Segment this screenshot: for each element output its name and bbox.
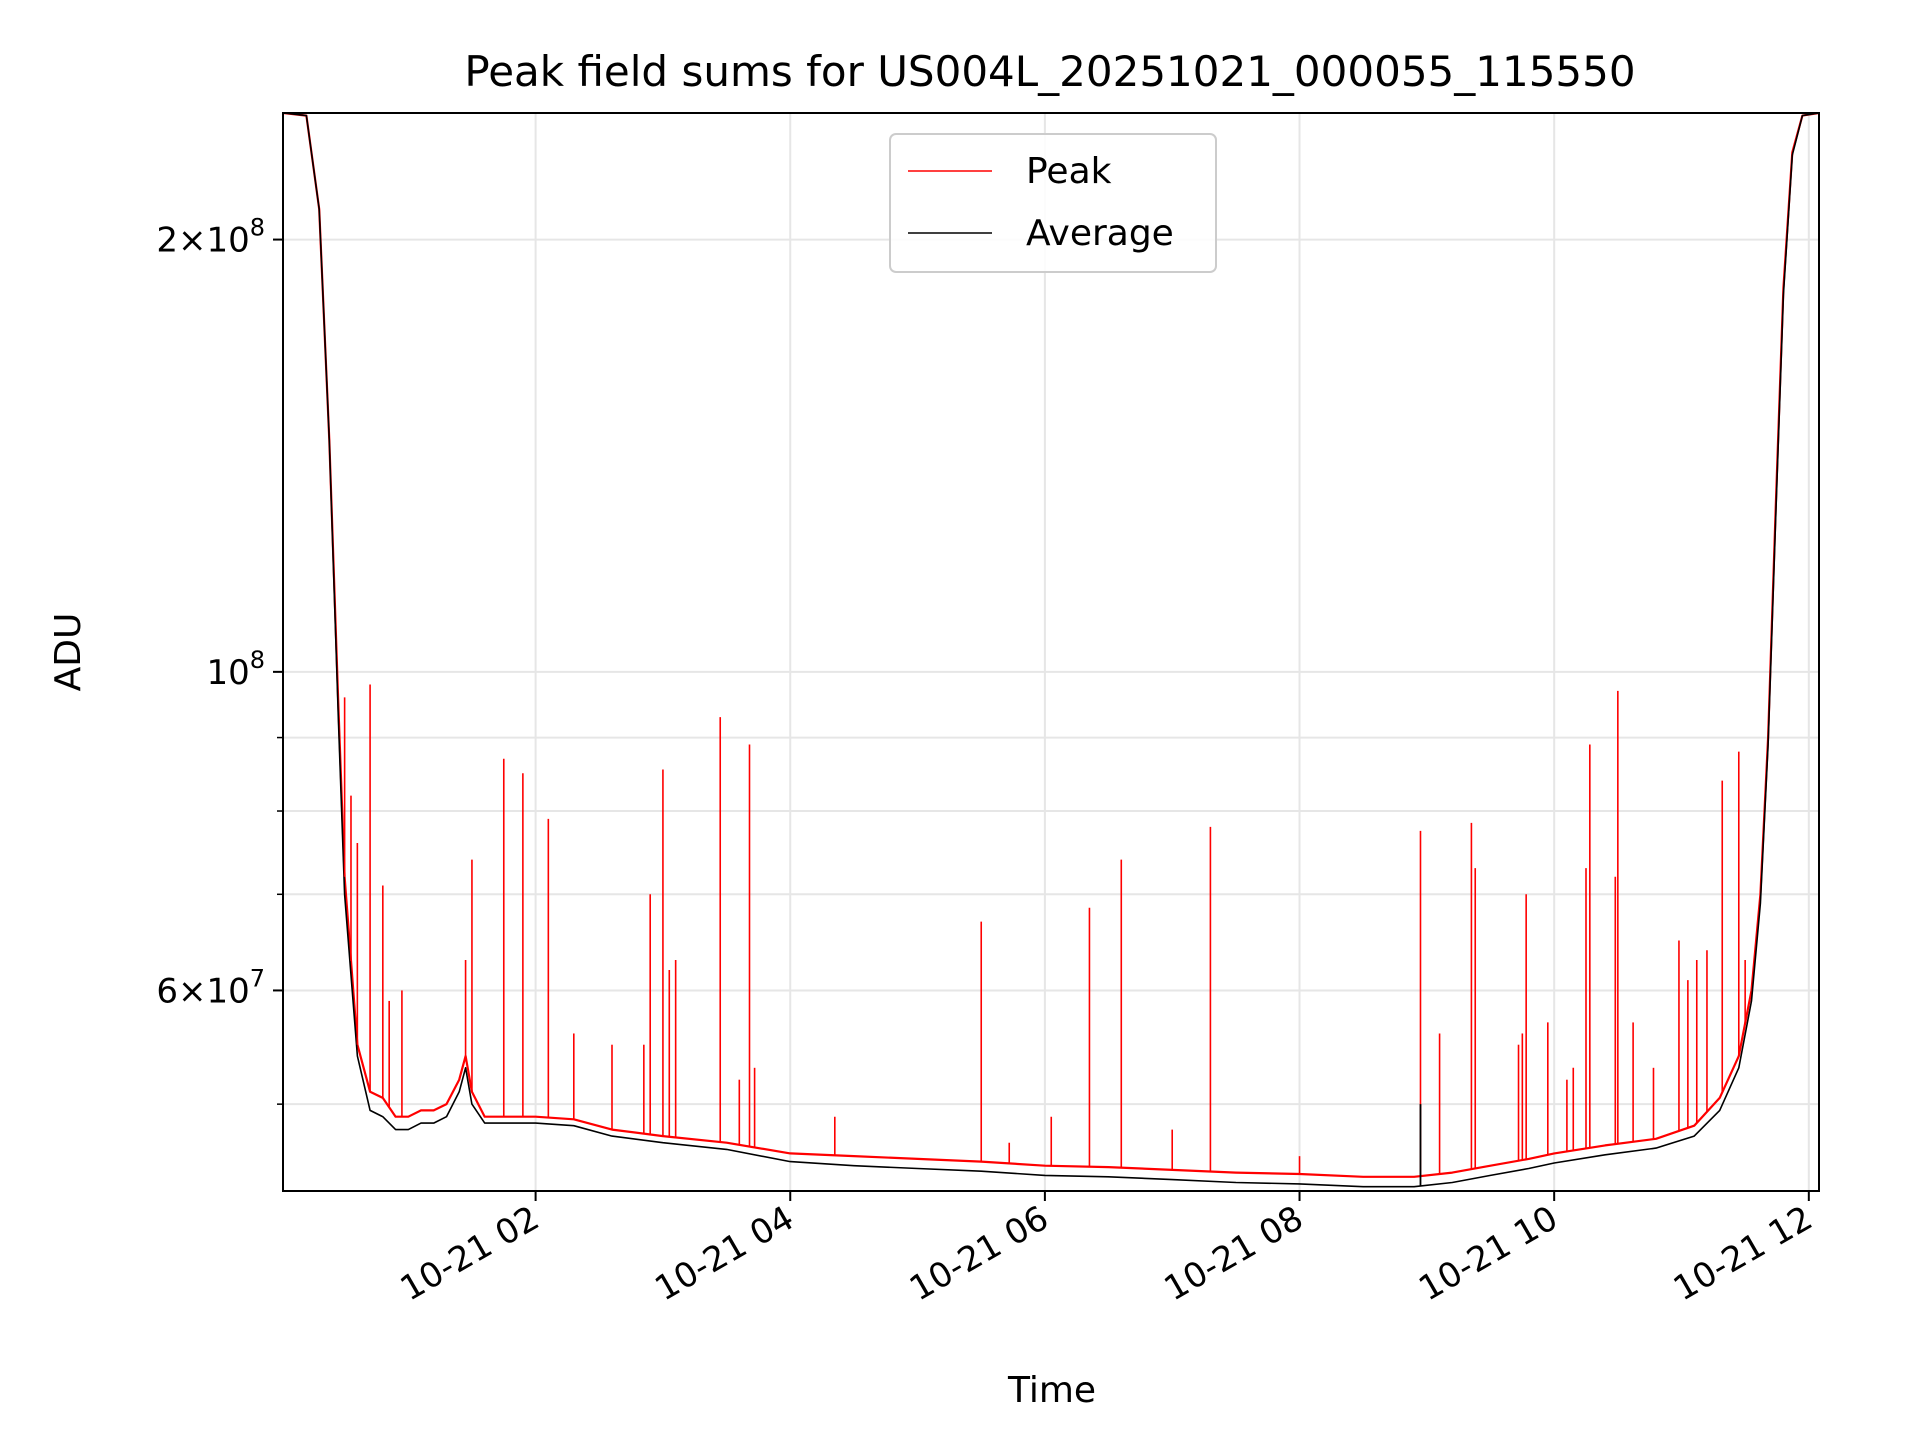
plot-lines [283,113,1819,1188]
grid [283,113,1819,1191]
series-line-average [283,113,1819,1188]
legend-label-peak: Peak [1026,151,1112,192]
x-axis-label: Time [1007,1370,1096,1411]
y-tick-label: 2×108 [156,214,265,261]
y-tick-label: 6×107 [156,964,265,1011]
plot-frame [282,112,1820,1192]
y-axis-label: ADU [48,613,89,692]
y-tick-label: 108 [206,646,265,693]
legend: Peak Average [889,133,1217,273]
y-axis: 6×107 108 2×108 [156,214,283,1105]
legend-label-average: Average [1026,213,1174,254]
legend-box [889,133,1217,273]
chart-title: Peak field sums for US004L_20251021_0000… [464,47,1635,96]
